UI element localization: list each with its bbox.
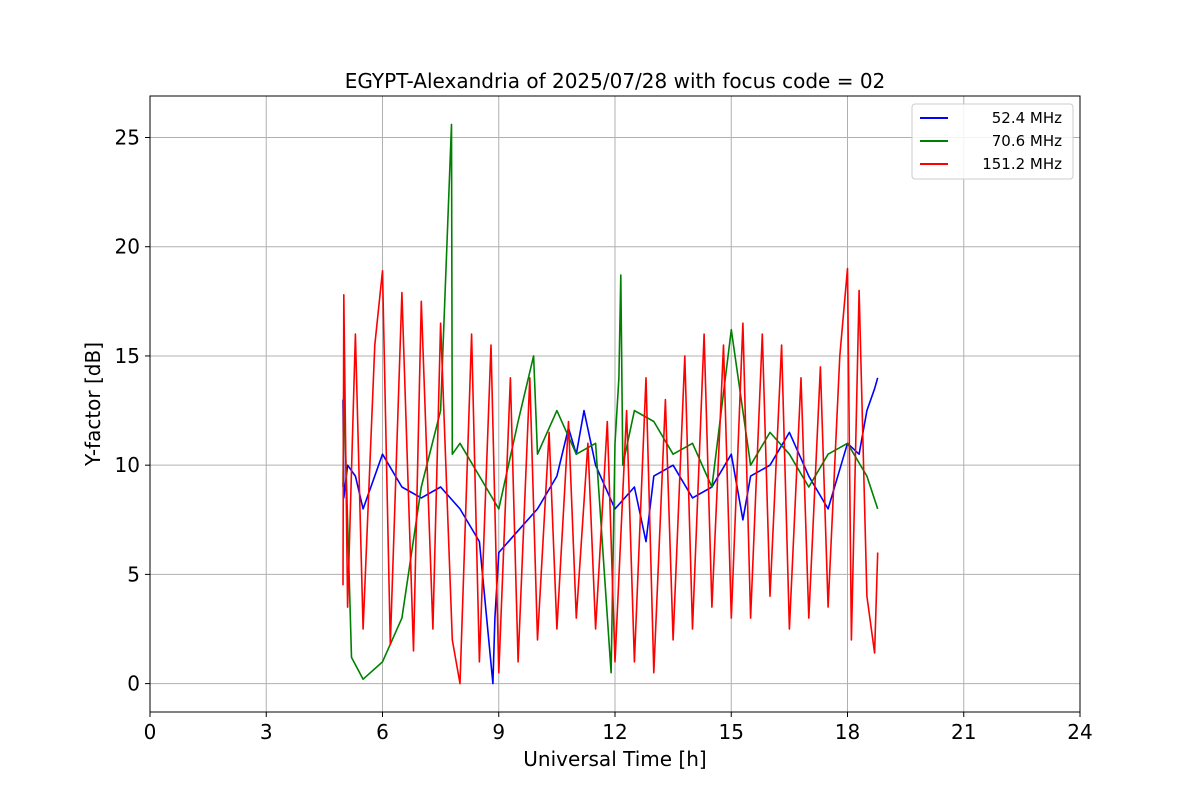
y-tick-label: 25 <box>115 126 140 150</box>
series-line-70-6-mhz <box>342 123 879 681</box>
series-line-52-4-mhz <box>342 377 879 685</box>
y-tick-label: 15 <box>115 344 140 368</box>
x-tick-label: 3 <box>260 720 273 744</box>
x-tick-label: 12 <box>602 720 627 744</box>
x-tick-label: 0 <box>144 720 157 744</box>
x-tick-label: 24 <box>1067 720 1092 744</box>
axis-ticks: 0 3 6 9 12 15 18 21 24 0 5 10 15 20 25 <box>115 126 1093 744</box>
y-tick-label: 0 <box>127 672 140 696</box>
legend-label: 70.6 MHz <box>992 132 1062 150</box>
x-tick-label: 9 <box>492 720 505 744</box>
x-tick-label: 6 <box>376 720 389 744</box>
legend-label: 52.4 MHz <box>992 109 1062 127</box>
y-tick-label: 5 <box>127 562 140 586</box>
series-layer <box>342 123 879 685</box>
x-tick-label: 18 <box>835 720 860 744</box>
y-tick-label: 10 <box>115 453 140 477</box>
legend-label: 151.2 MHz <box>982 155 1062 173</box>
series-line-151-2-mhz <box>342 267 879 685</box>
legend-box <box>911 103 1074 180</box>
legend: 52.4 MHz 70.6 MHz 151.2 MHz <box>911 103 1074 180</box>
y-axis-title: Y-factor [dB] <box>81 342 105 467</box>
chart-title: EGYPT-Alexandria of 2025/07/28 with focu… <box>345 69 886 93</box>
x-tick-label: 21 <box>951 720 976 744</box>
x-tick-label: 15 <box>719 720 744 744</box>
y-tick-label: 20 <box>115 235 140 259</box>
x-axis-title: Universal Time [h] <box>523 747 706 771</box>
